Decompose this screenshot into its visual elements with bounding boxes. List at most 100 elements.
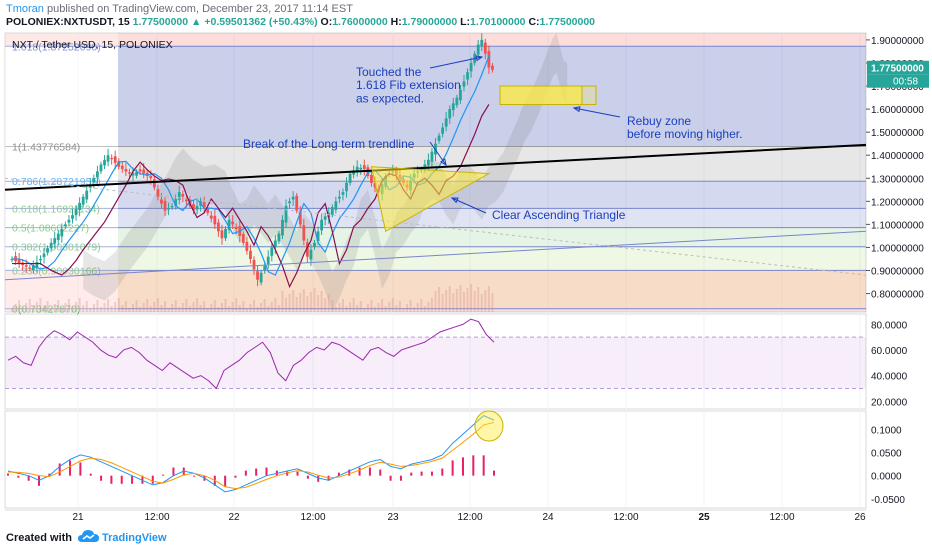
candle-body — [85, 190, 89, 200]
volume-bar — [395, 305, 398, 312]
ascending-triangle — [370, 166, 491, 233]
close-value: 1.77500000 — [539, 16, 596, 28]
volume-bar — [238, 305, 241, 312]
candle-body — [177, 192, 181, 200]
rsi-tick-label: 40.0000 — [871, 372, 908, 383]
candle-body — [469, 62, 473, 72]
candle-body — [163, 200, 167, 211]
candle-body — [362, 165, 366, 170]
volume-bar — [491, 293, 494, 312]
time-tick-label: 21 — [72, 512, 84, 523]
volume-bar — [217, 307, 220, 312]
macd-tick-label: 0.0000 — [871, 472, 902, 483]
candle-body — [131, 172, 135, 176]
candle-body — [209, 215, 213, 219]
candle-body — [124, 169, 128, 172]
candle-body — [227, 219, 231, 230]
volume-bar — [406, 304, 409, 312]
volume-bar — [384, 306, 387, 312]
volume-bar — [295, 297, 298, 312]
time-tick-label: 24 — [542, 512, 554, 523]
macd-histogram-bar — [410, 472, 413, 476]
macd-histogram-bar — [193, 475, 196, 477]
candle-body — [466, 72, 469, 80]
candle-body — [135, 172, 138, 176]
author-link[interactable]: Tmoran — [6, 3, 44, 15]
volume-bar — [409, 300, 412, 312]
volume-bar — [160, 305, 163, 312]
candle-body — [259, 272, 263, 283]
volume-bar — [277, 305, 280, 312]
candle-body — [273, 240, 277, 248]
macd-histogram-bar — [27, 475, 30, 481]
volume-bar — [231, 302, 234, 312]
fib-zone — [118, 270, 866, 309]
macd-histogram-bar — [306, 475, 309, 479]
volume-bar — [487, 286, 490, 312]
volume-bar — [413, 307, 416, 312]
candle-body — [426, 159, 430, 166]
macd-histogram-bar — [296, 471, 299, 476]
volume-bar — [420, 299, 423, 312]
volume-bar — [477, 287, 480, 312]
macd-histogram-bar — [286, 471, 289, 476]
candle-body — [491, 65, 494, 70]
price-tick-label: 1.10000000 — [871, 220, 924, 231]
candle-body — [145, 172, 149, 176]
volume-bar — [132, 304, 134, 312]
price-tick-label: 1.00000000 — [871, 243, 924, 254]
chart-canvas[interactable]: 1.618(1.87252090)1(1.43776584)0.786(1.28… — [0, 0, 932, 527]
macd-histogram-bar — [379, 469, 382, 476]
volume-bar — [317, 295, 320, 312]
candle-body — [192, 204, 195, 211]
candle-body — [334, 201, 338, 210]
tradingview-logo[interactable]: TradingView — [78, 529, 198, 547]
volume-bar — [224, 299, 227, 312]
candle-body — [263, 265, 267, 271]
volume-bar — [299, 293, 302, 312]
candle-body — [355, 166, 359, 173]
candle-body — [444, 118, 448, 127]
candle-body — [448, 109, 452, 119]
candle-body — [245, 241, 249, 251]
volume-bar — [39, 298, 42, 312]
volume-bar — [242, 301, 245, 312]
volume-bar — [28, 299, 31, 312]
volume-bar — [188, 306, 191, 312]
volume-bar — [331, 300, 334, 312]
volume-bar — [228, 306, 231, 312]
macd-histogram-bar — [244, 470, 247, 476]
rsi-tick-label: 20.0000 — [871, 397, 908, 408]
volume-bar — [21, 307, 24, 312]
candle-body — [231, 221, 235, 225]
candle-body — [217, 222, 220, 232]
candle-body — [305, 242, 309, 257]
macd-histogram-bar — [7, 473, 9, 476]
tradingview-cloud-icon — [78, 530, 99, 542]
fib-label: 0(0.73427870) — [12, 304, 80, 316]
volume-bar — [263, 299, 266, 312]
volume-bar — [124, 301, 127, 312]
candle-body — [31, 265, 35, 271]
candle-body — [110, 157, 114, 160]
candle-body — [96, 171, 99, 178]
change-label: +0.59501362 (+50.43%) — [204, 16, 318, 28]
volume-bar — [110, 306, 113, 312]
volume-bar — [309, 292, 312, 312]
candle-body — [170, 205, 174, 208]
candle-body — [309, 249, 313, 260]
candle-body — [202, 202, 206, 208]
macd-histogram-bar — [100, 475, 103, 481]
candle-body — [184, 199, 188, 202]
candle-body — [320, 219, 324, 231]
volume-bar — [35, 302, 38, 312]
long-term-lower-trendline — [4, 230, 867, 281]
time-tick-label: 22 — [228, 512, 240, 523]
fib-zone-bottom — [5, 270, 866, 312]
macd-histogram-bar — [120, 475, 123, 484]
volume-bar — [324, 298, 327, 312]
macd-histogram-bar — [151, 475, 154, 484]
volume-bar — [445, 290, 448, 312]
volume-bar — [99, 307, 102, 312]
volume-bar — [423, 306, 426, 312]
